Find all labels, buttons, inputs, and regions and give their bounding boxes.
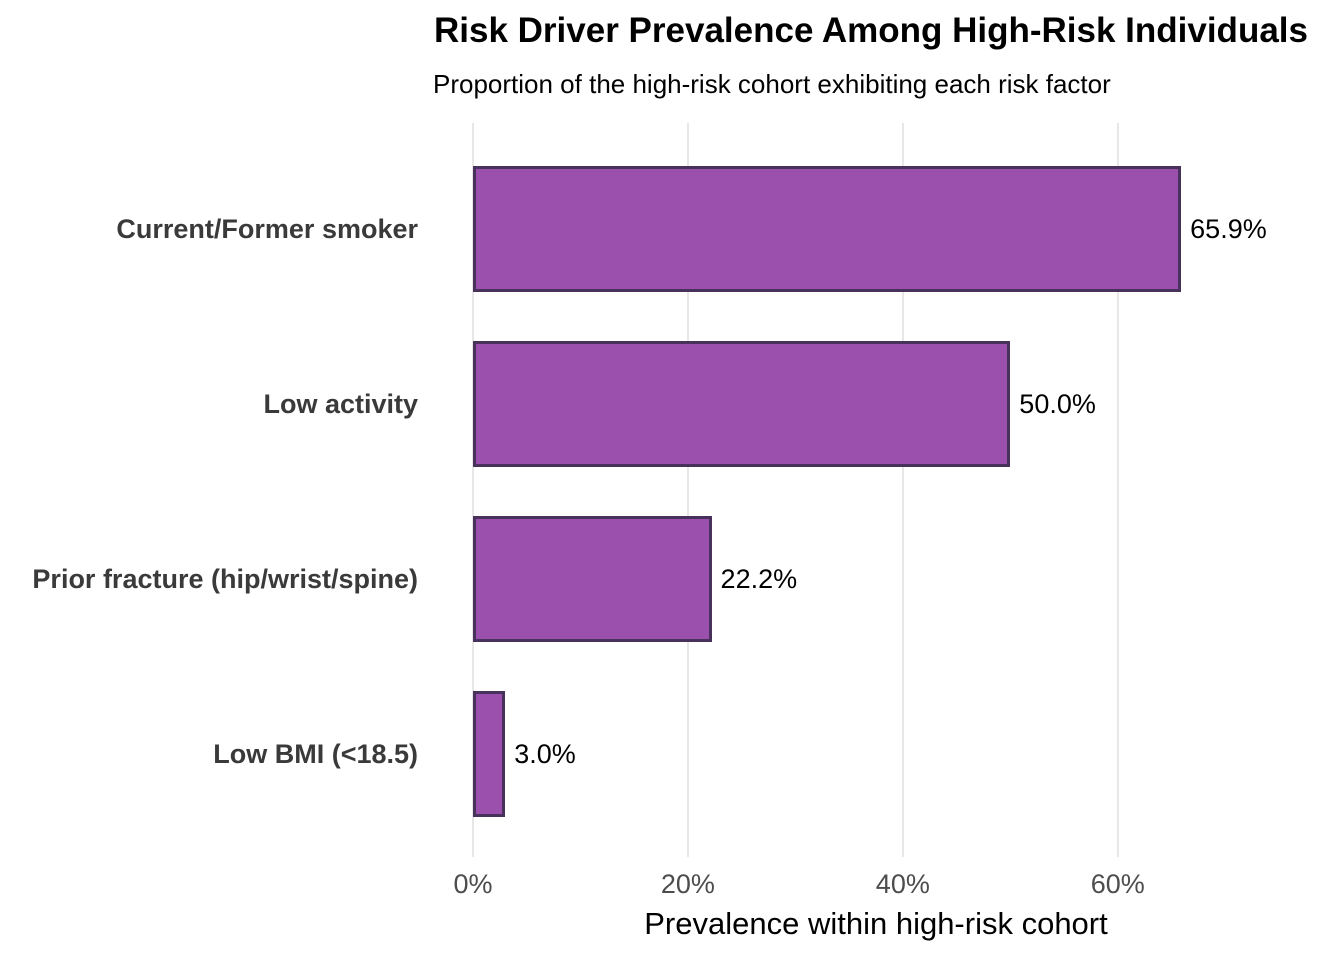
x-tick-label-0: 0% xyxy=(453,869,493,899)
gridline-x-40 xyxy=(901,123,904,857)
x-axis-title: Prevalence within high-risk cohort xyxy=(644,906,1108,941)
chart-subtitle: Proportion of the high-risk cohort exhib… xyxy=(433,69,1111,99)
x-tick-label-40: 40% xyxy=(875,869,930,899)
category-label-1: Low activity xyxy=(263,389,418,419)
value-label-2: 22.2% xyxy=(720,564,798,594)
category-label-3: Low BMI (<18.5) xyxy=(213,739,418,769)
bar-1 xyxy=(473,341,1011,467)
x-tick-label-60: 60% xyxy=(1090,869,1145,899)
gridline-x-0 xyxy=(472,123,474,857)
x-tick-label-20: 20% xyxy=(660,869,715,899)
bar-2 xyxy=(473,516,712,642)
plot-panel xyxy=(472,123,1285,857)
value-label-3: 3.0% xyxy=(514,739,576,769)
bar-3 xyxy=(473,691,506,817)
category-label-2: Prior fracture (hip/wrist/spine) xyxy=(32,564,418,594)
gridline-x-20 xyxy=(686,123,689,857)
chart-title: Risk Driver Prevalence Among High-Risk I… xyxy=(434,11,1308,50)
value-label-0: 65.9% xyxy=(1190,214,1267,244)
value-label-1: 50.0% xyxy=(1019,389,1096,419)
category-label-0: Current/Former smoker xyxy=(116,214,418,244)
gridline-x-60 xyxy=(1116,123,1119,857)
bar-0 xyxy=(473,166,1182,292)
